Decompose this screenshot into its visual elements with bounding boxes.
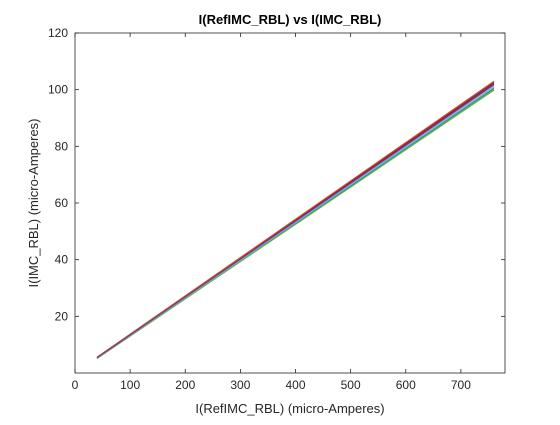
x-tick-label: 700 — [451, 378, 471, 392]
x-tick-label: 400 — [285, 378, 305, 392]
x-tick-label: 500 — [341, 378, 361, 392]
series-line-10 — [96, 89, 495, 360]
plot-area — [75, 33, 505, 373]
x-axis-label: I(RefIMC_RBL) (micro-Amperes) — [195, 401, 384, 416]
y-tick-label: 40 — [55, 253, 69, 267]
y-tick-label: 20 — [55, 309, 69, 323]
x-tick-label: 0 — [72, 378, 79, 392]
y-tick-label: 80 — [55, 139, 69, 153]
series-layer — [96, 80, 495, 360]
y-tick-label: 100 — [48, 83, 68, 97]
chart-title: I(RefIMC_RBL) vs I(IMC_RBL) — [199, 12, 382, 27]
x-tick-label: 200 — [175, 378, 195, 392]
x-tick-label: 100 — [120, 378, 140, 392]
y-tick-label: 60 — [55, 196, 69, 210]
series-line-12 — [96, 84, 495, 359]
y-axis-label: I(IMC_RBL) (micro-Amperes) — [26, 118, 41, 287]
series-line-11 — [96, 86, 495, 359]
ticks-layer: 0 100 200 300 400 500 600 700 20 40 60 80 100 120 — [48, 26, 505, 392]
series-line-9 — [96, 80, 495, 358]
y-tick-label: 120 — [48, 26, 68, 40]
x-tick-label: 600 — [396, 378, 416, 392]
x-tick-label: 300 — [230, 378, 250, 392]
